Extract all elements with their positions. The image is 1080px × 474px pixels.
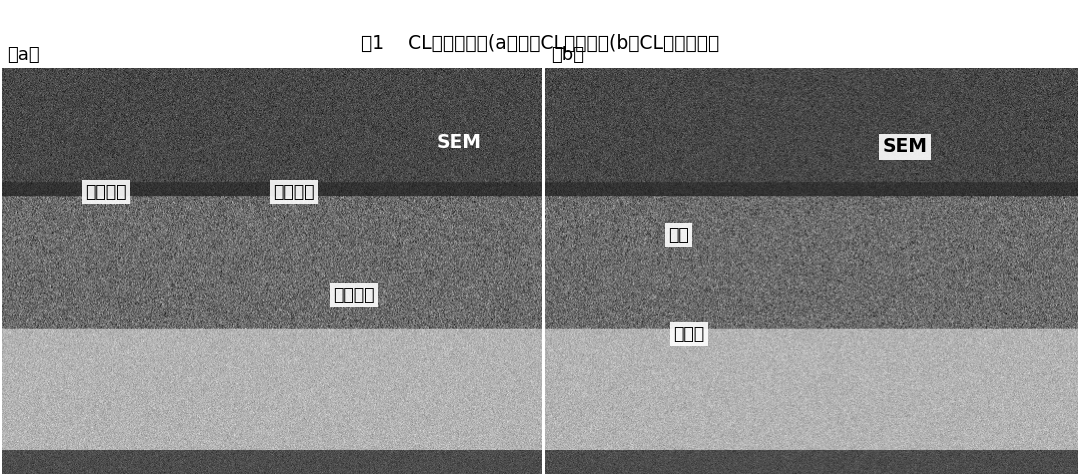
Text: 数码相机: 数码相机 — [85, 183, 126, 201]
Text: （a）: （a） — [8, 46, 40, 64]
Text: 光纤: 光纤 — [667, 226, 689, 244]
Text: 变焦镜头: 变焦镜头 — [273, 183, 314, 201]
Text: （b）: （b） — [551, 46, 584, 64]
Text: SEM: SEM — [436, 133, 482, 152]
Text: 分光器: 分光器 — [674, 325, 704, 343]
Text: 显示窗口: 显示窗口 — [334, 286, 375, 304]
Bar — [542, 0, 545, 474]
Text: SEM: SEM — [882, 137, 928, 156]
Text: 图1    CL装置照片：(a）拍摄CL图像用；(b）CL频谱测定用: 图1 CL装置照片：(a）拍摄CL图像用；(b）CL频谱测定用 — [361, 34, 719, 53]
